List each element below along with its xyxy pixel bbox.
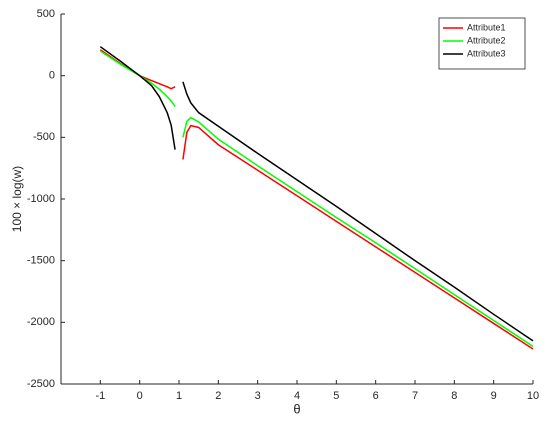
y-tick-label: -500 — [33, 131, 55, 143]
y-tick-label: 0 — [49, 70, 55, 82]
y-axis-label: 100 × log(w) — [10, 166, 24, 232]
x-tick-label: 5 — [333, 390, 339, 402]
x-tick-label: -1 — [95, 390, 105, 402]
y-tick-label: -1500 — [27, 255, 55, 267]
x-tick-label: 3 — [255, 390, 261, 402]
x-tick-label: 2 — [215, 390, 221, 402]
legend-box — [438, 17, 526, 70]
x-axis-label: θ — [293, 401, 300, 416]
y-tick-label: -2500 — [27, 378, 55, 390]
x-tick-label: 7 — [412, 390, 418, 402]
x-tick-label: 0 — [137, 390, 143, 402]
x-tick-label: 9 — [491, 390, 497, 402]
legend-label: Attribute1 — [467, 22, 506, 32]
legend-label: Attribute3 — [467, 48, 506, 58]
x-tick-label: 4 — [294, 390, 300, 402]
series-line — [99, 50, 534, 348]
y-tick-label: 500 — [37, 8, 55, 20]
x-tick-label: 10 — [527, 390, 539, 402]
x-tick-label: 8 — [451, 390, 457, 402]
x-tick-label: 1 — [176, 390, 182, 402]
y-tick-label: -2000 — [27, 316, 55, 328]
legend-label: Attribute2 — [467, 35, 506, 45]
y-tick-label: -1000 — [27, 193, 55, 205]
x-tick-label: 6 — [373, 390, 379, 402]
series-line — [99, 46, 534, 342]
